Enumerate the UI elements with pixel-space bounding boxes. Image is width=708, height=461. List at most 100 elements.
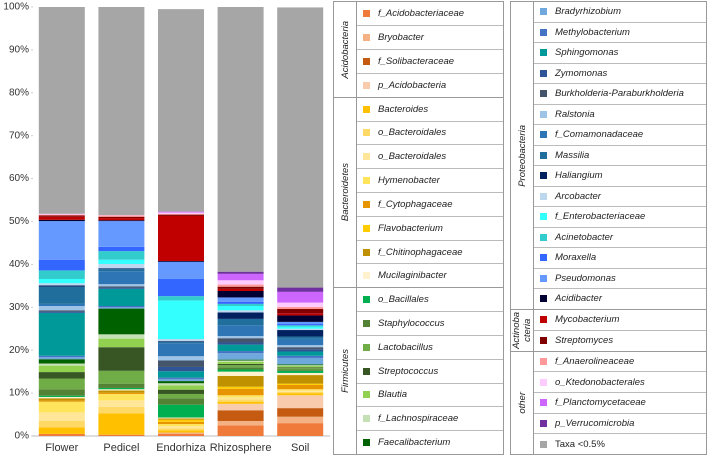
bar-segment: [38, 219, 85, 222]
legend-item: f_Enterobacteriaceae: [534, 207, 706, 228]
legend-item: Sphingomonas: [534, 43, 706, 64]
legend-item: f_Acidobacteriaceae: [357, 2, 503, 26]
bar-segment: [158, 418, 204, 420]
legend-group-label: Acidobacteria: [339, 20, 351, 79]
x-tick-label: Endorhiza: [156, 442, 206, 454]
legend-label: f_Chitinophagaceae: [378, 246, 463, 258]
bar-segment: [277, 370, 324, 373]
bar-segment: [38, 372, 85, 379]
legend-label: Moraxella: [555, 252, 597, 264]
bar-segment: [217, 280, 264, 285]
bar-segment: [98, 286, 145, 288]
bar-segment: [38, 311, 85, 313]
bar-segment: [158, 417, 204, 419]
legend-label: f_Solibacteraceae: [378, 55, 455, 67]
legend-label: o_Bacillales: [378, 294, 429, 306]
bar-segment: [98, 271, 145, 285]
legend-label: Bryobacter: [378, 31, 424, 43]
bar-segment: [277, 393, 324, 396]
bar-segment: [217, 312, 264, 319]
bar-segment: [158, 421, 204, 424]
legend-label: Massilia: [555, 149, 590, 161]
bar-segment: [38, 215, 85, 217]
legend-item: Mucilaginibacter: [357, 264, 503, 287]
legend-swatch: [363, 57, 370, 65]
bar-segment: [98, 393, 145, 401]
bar-segment: [217, 425, 264, 436]
legend-label: Hymenobacter: [378, 175, 440, 187]
bar-segment: [217, 271, 264, 274]
legend-swatch: [540, 233, 547, 241]
y-tick-label: 60%: [9, 173, 29, 184]
legend-group-cell: Proteobacteria: [511, 2, 534, 309]
bar-segment: [158, 428, 204, 431]
legend-swatch: [363, 415, 370, 423]
bar-segment: [217, 359, 264, 361]
bar-segment: [277, 365, 324, 367]
legend-label: Haliangium: [555, 170, 603, 182]
legend-swatch: [540, 358, 547, 366]
bar-segment: [217, 403, 264, 411]
legend-item: Haliangium: [534, 166, 706, 187]
bar-segment: [217, 353, 264, 360]
bar-segment: [98, 389, 145, 391]
bar-segment: [98, 259, 145, 264]
y-tick-label: 10%: [9, 388, 29, 399]
bar-segment: [38, 221, 85, 260]
bar-segment: [158, 343, 204, 357]
bar-segment: [158, 261, 204, 279]
bar-segment: [217, 420, 264, 426]
bar-segment: [98, 263, 145, 269]
bar-segment: [277, 395, 324, 409]
bar-segment: [217, 371, 264, 376]
bar-segment: [38, 213, 85, 215]
legend-swatch: [363, 272, 370, 280]
bar-segment: [158, 360, 204, 367]
bar-segment: [217, 367, 264, 370]
legend-group-cell: Bacteroidetes: [334, 97, 357, 288]
bar-segment: [158, 393, 204, 399]
bar-segment: [98, 308, 145, 335]
legend-item: Flavobacterium: [357, 217, 503, 241]
legend-swatch: [363, 33, 370, 41]
legend-label: Faecalibacterium: [378, 437, 451, 449]
legend-swatch: [363, 81, 370, 89]
legend-item: Acidibacter: [534, 289, 706, 309]
bar-segment: [98, 220, 145, 222]
bar-segment: [217, 284, 264, 287]
legend-label: Methylobacterium: [555, 26, 630, 38]
bar-segment: [277, 364, 324, 366]
bar-segment: [38, 378, 85, 390]
bar-segment: [158, 212, 204, 214]
legend-label: Pseudomonas: [555, 272, 616, 284]
legend-label: Sphingomonas: [555, 47, 619, 59]
bar-segment: [217, 365, 264, 368]
legend-item: Moraxella: [534, 248, 706, 269]
x-tick-label: Flower: [45, 442, 78, 454]
legend-swatch: [540, 110, 547, 118]
legend-group-label: Proteobacteria: [516, 124, 528, 187]
legend-label: Burkholderia-Paraburkholderia: [555, 88, 684, 100]
legend-item: Blautia: [357, 384, 503, 408]
legend-item: Arcobacter: [534, 187, 706, 208]
bar-segment: [217, 301, 264, 304]
bar-segment: [277, 338, 324, 346]
bar-segment: [98, 216, 145, 219]
legend-item: Burkholderia-Paraburkholderia: [534, 84, 706, 105]
legend-label: Acinetobacter: [555, 231, 614, 243]
legend-label: p_Acidobacteria: [378, 79, 447, 91]
legend-item: p_Acidobacteria: [357, 74, 503, 97]
y-tick-label: 70%: [9, 130, 29, 141]
legend-swatch: [363, 153, 370, 161]
legend-group-cell: Firmicutes: [334, 288, 357, 454]
bar-segment: [277, 375, 324, 384]
bar-segment: [217, 399, 264, 402]
bar-segment: [38, 412, 85, 421]
legend-swatch: [363, 343, 370, 351]
y-tick-label: 20%: [9, 345, 29, 356]
bar-segment: [38, 401, 85, 413]
legend-swatch: [540, 399, 547, 407]
y-tick-label: 50%: [9, 216, 29, 227]
legend-rows: Bradyrhizobium Methylobacterium Sphingomon…: [534, 2, 706, 309]
bar-segment: [38, 359, 85, 364]
